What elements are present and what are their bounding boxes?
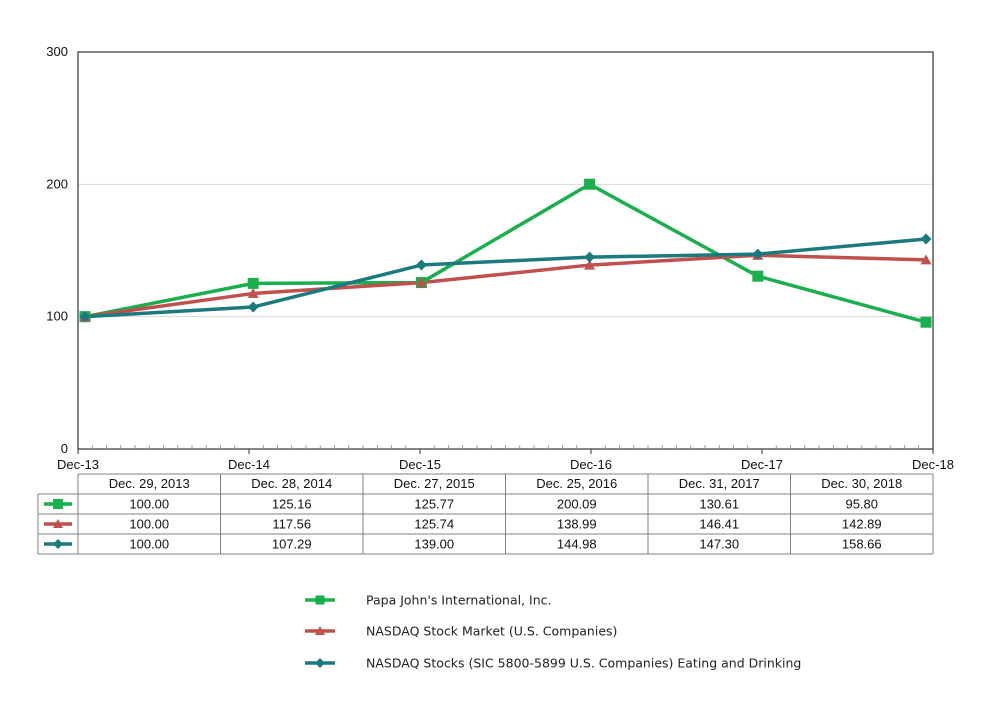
table-cell-value: 142.89	[842, 517, 882, 532]
table-cell-value: 125.74	[414, 517, 454, 532]
data-point-sic-2	[415, 259, 427, 271]
table-cell-value: 95.80	[845, 497, 878, 512]
y-tick-label-100: 100	[46, 309, 68, 324]
table-header-date: Dec. 30, 2018	[821, 476, 902, 491]
table-cell-value: 138.99	[557, 517, 597, 532]
data-point-sic-3	[584, 251, 596, 263]
table-cell-value: 147.30	[699, 537, 739, 552]
x-tick-label-Dec-15: Dec-15	[399, 457, 441, 472]
data-point-nasdaq-3	[584, 259, 596, 270]
y-tick-label-300: 300	[46, 44, 68, 59]
series-line-sic	[84, 237, 927, 319]
table-header-date: Dec. 28, 2014	[251, 476, 332, 491]
table-cell-value: 200.09	[557, 497, 597, 512]
data-point-nasdaq-5	[920, 254, 932, 265]
table-cell-value: 100.00	[129, 497, 169, 512]
data-point-nasdaq-1	[247, 287, 259, 298]
table-key-marker-papa	[53, 499, 63, 509]
x-tick-label-Dec-13: Dec-13	[57, 457, 99, 472]
y-tick-label-200: 200	[46, 176, 68, 191]
data-point-sic-5	[920, 233, 932, 245]
table-cell-value: 158.66	[842, 537, 882, 552]
legend-marker-nasdaq	[315, 626, 325, 635]
legend-label-sic: NASDAQ Stocks (SIC 5800-5899 U.S. Compan…	[366, 656, 801, 671]
data-point-nasdaq-2	[415, 277, 427, 288]
table-cell-value: 144.98	[557, 537, 597, 552]
data-point-sic-0	[79, 311, 91, 323]
x-tick-label-Dec-18: Dec-18	[912, 457, 954, 472]
table-cell-value: 107.29	[272, 537, 312, 552]
table-header-date: Dec. 31, 2017	[679, 476, 760, 491]
data-point-papa-1	[247, 277, 259, 289]
legend-marker-papa	[315, 595, 325, 605]
table-header-date: Dec. 25, 2016	[536, 476, 617, 491]
table-cell-value: 100.00	[129, 517, 169, 532]
table-cell-value: 139.00	[414, 537, 454, 552]
data-point-papa-4	[752, 270, 764, 282]
table-cell-value: 125.16	[272, 497, 312, 512]
data-point-sic-4	[752, 248, 764, 260]
x-tick-label-Dec-16: Dec-16	[570, 457, 612, 472]
legend-label-papa: Papa John's International, Inc.	[366, 593, 552, 608]
table-header-date: Dec. 29, 2013	[109, 476, 190, 491]
legend-label-nasdaq: NASDAQ Stock Market (U.S. Companies)	[366, 624, 617, 639]
y-tick-label-0: 0	[61, 441, 68, 456]
table-cell-value: 100.00	[129, 537, 169, 552]
table-key-marker-nasdaq	[53, 519, 63, 528]
x-tick-label-Dec-14: Dec-14	[228, 457, 270, 472]
series-line-papa	[84, 182, 927, 324]
legend-marker-sic	[315, 658, 325, 668]
data-point-papa-5	[920, 316, 932, 328]
x-tick-label-Dec-17: Dec-17	[741, 457, 783, 472]
data-point-papa-3	[584, 178, 596, 190]
data-point-sic-1	[247, 301, 259, 313]
table-cell-value: 146.41	[699, 517, 739, 532]
table-cell-value: 125.77	[414, 497, 454, 512]
table-key-marker-sic	[53, 539, 63, 549]
table-cell-value: 130.61	[699, 497, 739, 512]
table-cell-value: 117.56	[272, 517, 311, 532]
series-line-nasdaq	[84, 253, 927, 319]
table-header-date: Dec. 27, 2015	[394, 476, 475, 491]
